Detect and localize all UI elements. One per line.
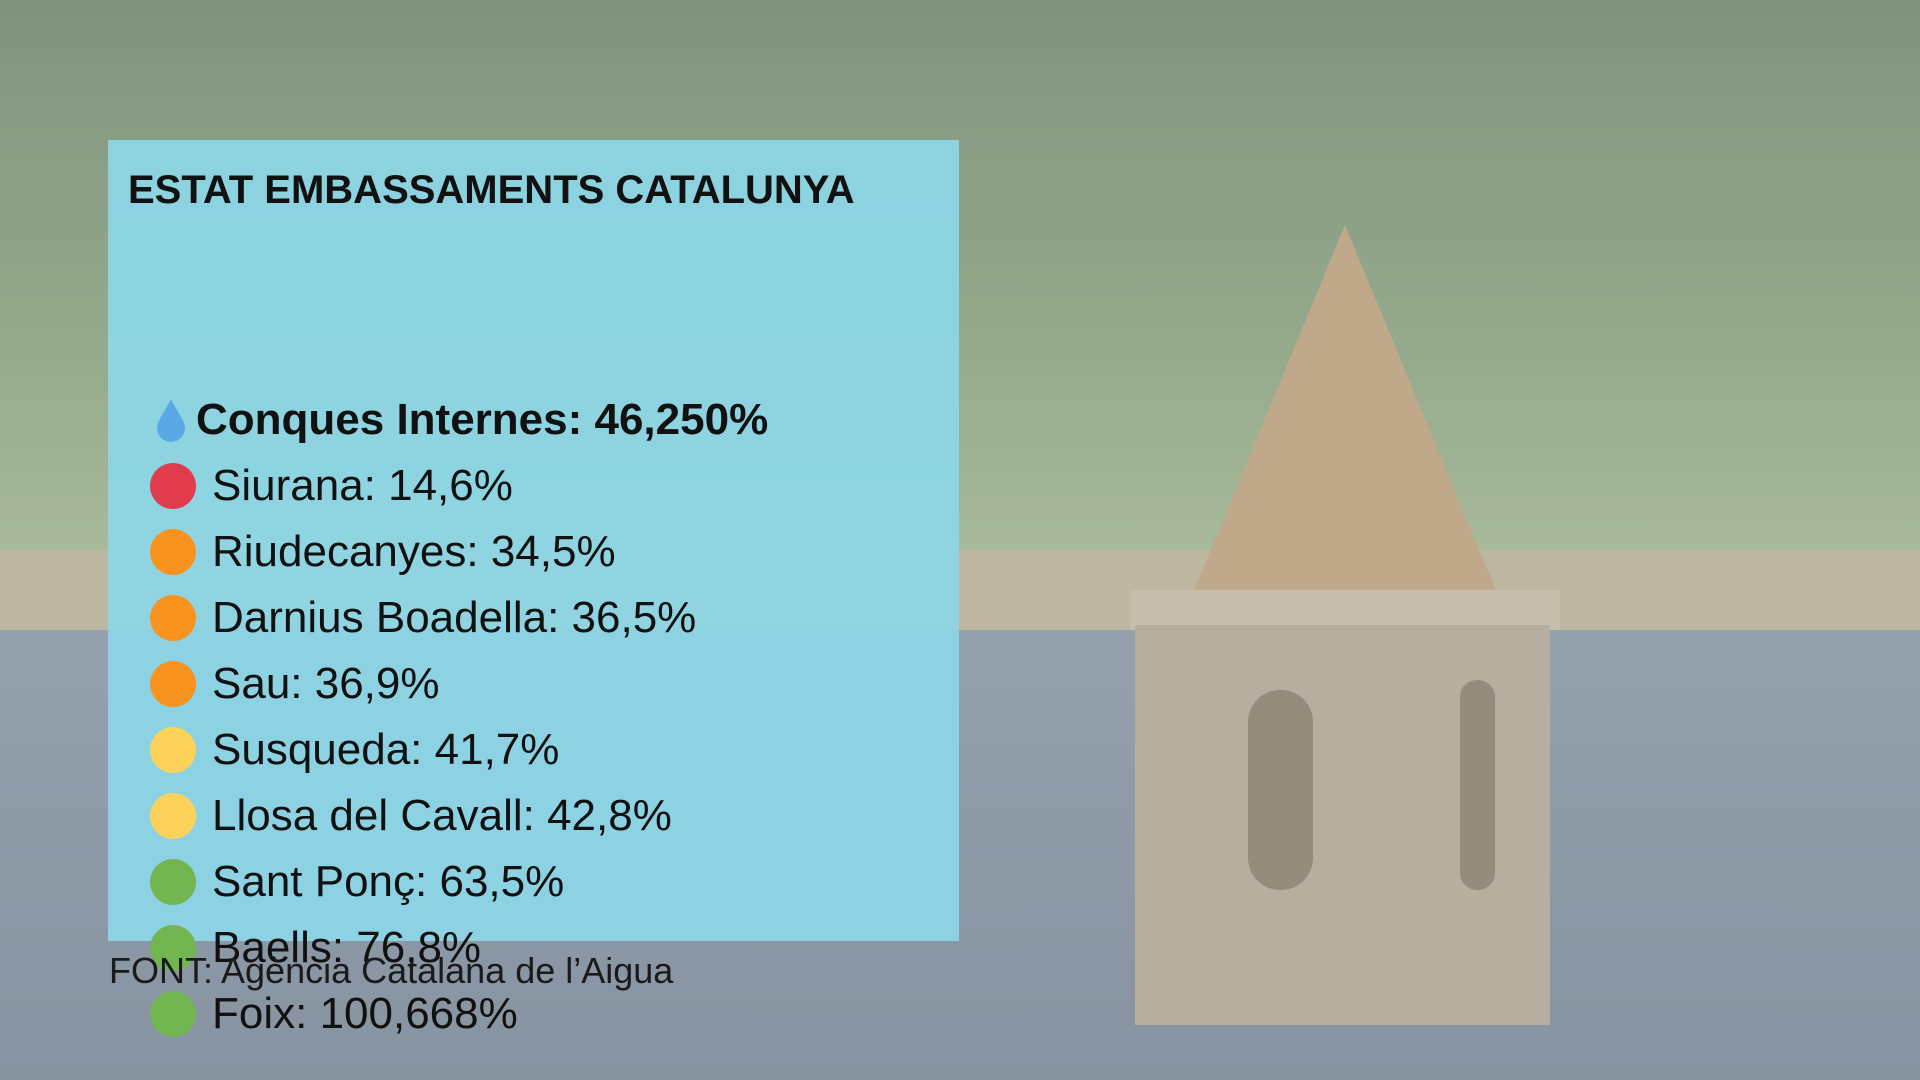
reservoir-row: Riudecanyes: 34,5%	[150, 519, 616, 585]
reservoir-label: Riudecanyes: 34,5%	[212, 527, 616, 576]
reservoir-label: Llosa del Cavall: 42,8%	[212, 791, 672, 840]
info-card: ESTAT EMBASSAMENTS CATALUNYA Conques Int…	[108, 140, 959, 1038]
reservoir-row: Llosa del Cavall: 42,8%	[150, 783, 672, 849]
reservoir-label: Sant Ponç: 63,5%	[212, 857, 565, 906]
reservoir-row: Sant Ponç: 63,5%	[150, 849, 564, 915]
reservoir-label: Sau: 36,9%	[212, 659, 440, 708]
reservoir-label: Susqueda: 41,7%	[212, 725, 560, 774]
reservoir-row: Foix: 100,668%	[150, 981, 518, 1047]
reservoir-label: Siurana: 14,6%	[212, 461, 513, 510]
status-dot	[150, 793, 196, 839]
status-dot	[150, 859, 196, 905]
reservoir-label: Darnius Boadella: 36,5%	[212, 593, 697, 642]
status-dot	[150, 727, 196, 773]
total-text: Conques Internes: 46,250%	[196, 395, 769, 444]
title: ESTAT EMBASSAMENTS CATALUNYA	[128, 168, 855, 212]
status-dot	[150, 529, 196, 575]
reservoir-label: Foix: 100,668%	[212, 989, 518, 1038]
status-dot	[150, 661, 196, 707]
reservoir-row: Darnius Boadella: 36,5%	[150, 585, 696, 651]
reservoir-label: Baells: 76,8%	[212, 923, 482, 972]
status-dot	[150, 925, 196, 971]
status-dot	[150, 991, 196, 1037]
status-dot	[150, 595, 196, 641]
reservoir-row: Susqueda: 41,7%	[150, 717, 559, 783]
reservoir-row: Siurana: 14,6%	[150, 453, 513, 519]
drop-icon	[157, 399, 185, 442]
source-note: FONT: Agència Catalana de l’Aigua	[109, 950, 674, 991]
total-row: Conques Internes: 46,250%	[154, 387, 768, 453]
reservoir-row: Baells: 76,8%	[150, 915, 481, 981]
status-dot	[150, 463, 196, 509]
reservoir-row: Sau: 36,9%	[150, 651, 440, 717]
